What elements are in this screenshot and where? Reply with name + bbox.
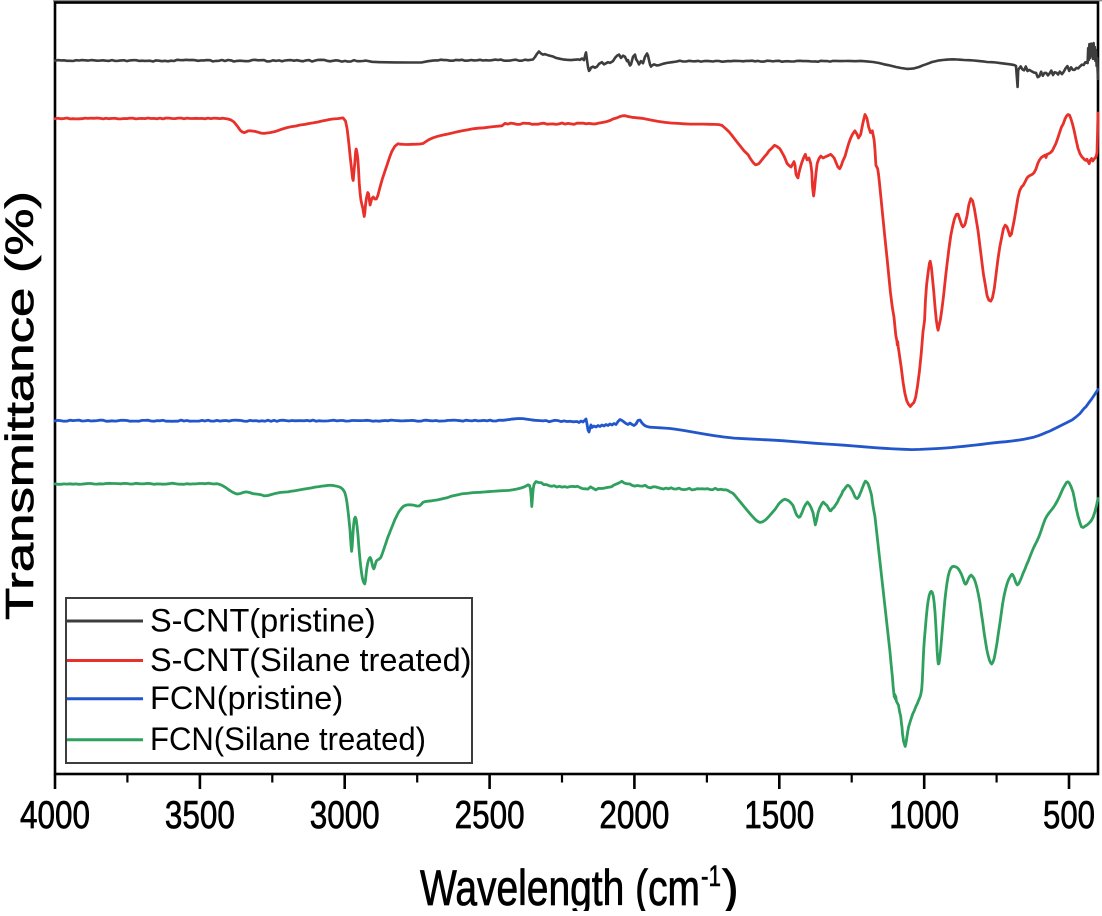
svg-text:3000: 3000 (310, 794, 380, 837)
svg-text:1000: 1000 (889, 794, 959, 837)
svg-text:Transmittance (%): Transmittance (%) (0, 191, 42, 620)
svg-text:2000: 2000 (599, 794, 669, 837)
svg-text:4000: 4000 (20, 794, 90, 837)
svg-text:Wavelength (cm: Wavelength (cm (420, 860, 700, 911)
svg-text:3500: 3500 (165, 794, 235, 837)
svg-text:S-CNT(pristine): S-CNT(pristine) (150, 602, 376, 638)
svg-text:500: 500 (1043, 794, 1095, 837)
svg-text:): ) (722, 860, 739, 911)
svg-text:FCN(pristine): FCN(pristine) (150, 680, 343, 716)
svg-text:FCN(Silane treated): FCN(Silane treated) (150, 721, 426, 757)
svg-text:1500: 1500 (744, 794, 814, 837)
svg-text:S-CNT(Silane treated): S-CNT(Silane treated) (150, 642, 472, 678)
svg-text:2500: 2500 (455, 794, 525, 837)
svg-text:-1: -1 (701, 860, 721, 893)
